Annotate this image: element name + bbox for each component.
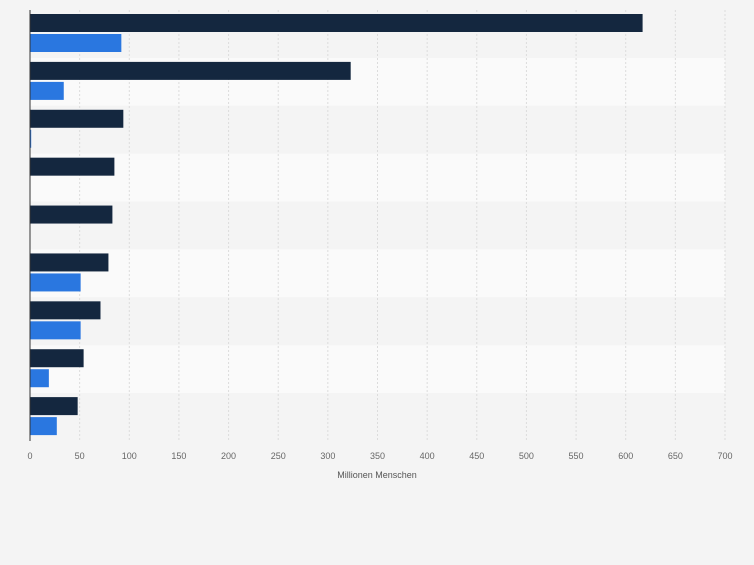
bar-series-1 (30, 253, 109, 272)
x-tick-label: 400 (420, 451, 435, 461)
x-tick-label: 250 (271, 451, 286, 461)
bar-series-1 (30, 349, 84, 368)
row-band (30, 345, 725, 394)
x-tick-label: 350 (370, 451, 385, 461)
bar-series-2 (30, 273, 81, 292)
row-bands (30, 10, 725, 441)
bar-series-2 (30, 369, 49, 388)
bar-series-2 (30, 34, 122, 52)
row-band (30, 201, 725, 250)
bar-series-1 (30, 157, 115, 176)
x-tick-label: 300 (320, 451, 335, 461)
row-band (30, 105, 725, 154)
x-tick-label: 550 (569, 451, 584, 461)
x-tick-label: 650 (668, 451, 683, 461)
bar-series-2 (30, 321, 81, 340)
x-tick-label: 700 (717, 451, 732, 461)
bar-series-1 (30, 397, 78, 416)
x-tick-label: 0 (27, 451, 32, 461)
bar-series-2 (30, 81, 64, 100)
x-tick-label: 500 (519, 451, 534, 461)
x-tick-label: 600 (618, 451, 633, 461)
x-tick-label: 50 (75, 451, 85, 461)
bar-series-1 (30, 61, 351, 80)
row-band (30, 153, 725, 202)
x-axis-label: Millionen Menschen (337, 470, 417, 480)
bar-series-1 (30, 14, 643, 32)
x-tick-label: 200 (221, 451, 236, 461)
x-tick-labels: 0 50 100 150 200 250 300 350 400 450 500 550 600 650 7… (27, 451, 732, 461)
x-tick-label: 450 (469, 451, 484, 461)
bar-series-1 (30, 301, 101, 320)
x-tick-label: 100 (122, 451, 137, 461)
bar-series-1 (30, 109, 124, 128)
row-band (30, 249, 725, 298)
bar-series-2 (30, 129, 32, 148)
bar-series-2 (30, 417, 57, 436)
x-tick-label: 150 (171, 451, 186, 461)
bar-series-1 (30, 205, 113, 224)
row-band (30, 393, 725, 441)
bars (30, 14, 643, 436)
row-band (30, 297, 725, 346)
